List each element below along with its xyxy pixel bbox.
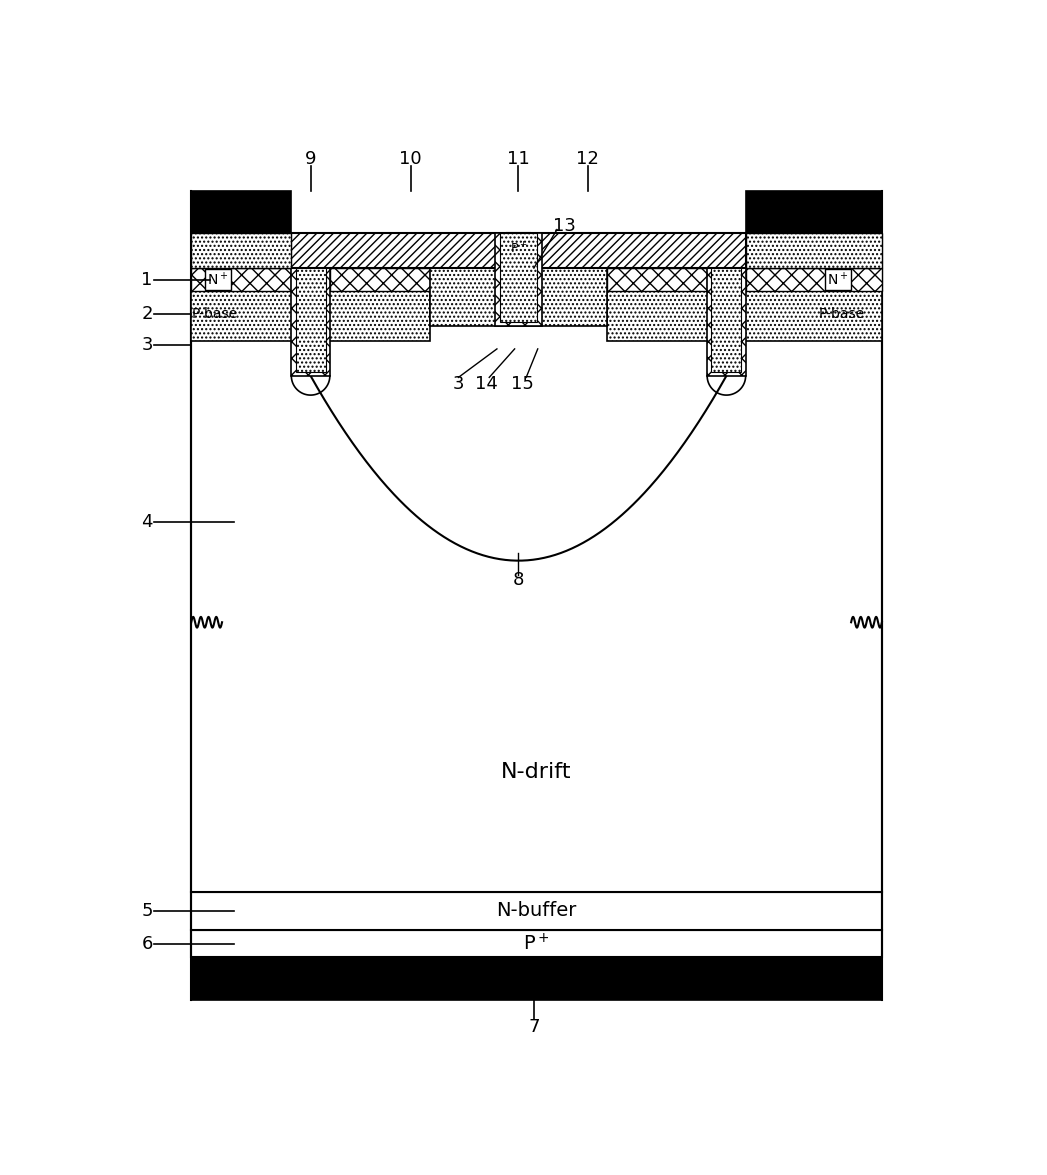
Bar	[330, 268, 430, 291]
Bar	[192, 291, 430, 341]
Bar	[607, 291, 882, 341]
Text: N$^+$: N$^+$	[207, 271, 229, 288]
Text: 5: 5	[141, 902, 153, 920]
Text: 15: 15	[511, 375, 534, 392]
Text: P-base: P-base	[819, 307, 865, 321]
Text: 4: 4	[141, 513, 153, 531]
Bar	[192, 192, 291, 234]
Text: P-base: P-base	[192, 307, 238, 321]
Bar	[192, 291, 882, 892]
Bar	[745, 268, 882, 291]
Text: N-drift: N-drift	[502, 763, 572, 783]
Bar	[192, 892, 882, 931]
Bar	[430, 268, 607, 325]
Text: 10: 10	[399, 149, 422, 168]
Bar	[711, 268, 741, 371]
Bar	[507, 234, 745, 268]
Text: 12: 12	[576, 149, 599, 168]
Text: 3: 3	[452, 375, 464, 392]
Text: 14: 14	[474, 375, 497, 392]
Text: 2: 2	[141, 306, 153, 323]
Text: 7: 7	[528, 1018, 539, 1035]
Bar	[745, 192, 882, 234]
Text: 3: 3	[141, 336, 153, 354]
Text: 1: 1	[141, 270, 153, 289]
Bar	[607, 268, 707, 291]
Text: 13: 13	[553, 216, 576, 235]
Text: 11: 11	[507, 149, 530, 168]
Bar	[192, 268, 291, 291]
Text: 6: 6	[141, 935, 153, 953]
Bar	[499, 234, 537, 322]
Text: N$^+$: N$^+$	[827, 271, 849, 288]
Bar	[495, 234, 541, 325]
Bar	[192, 958, 882, 1000]
Bar	[291, 268, 330, 376]
Text: N-buffer: N-buffer	[496, 901, 577, 920]
Bar	[192, 931, 882, 958]
Text: 8: 8	[513, 571, 525, 589]
Text: 9: 9	[305, 149, 316, 168]
Bar	[291, 234, 530, 268]
Text: P$^+$: P$^+$	[524, 933, 550, 954]
Bar	[295, 268, 326, 371]
Bar	[192, 234, 291, 268]
Bar	[745, 234, 882, 268]
Bar	[707, 268, 745, 376]
Text: P$^+$: P$^+$	[510, 241, 528, 256]
